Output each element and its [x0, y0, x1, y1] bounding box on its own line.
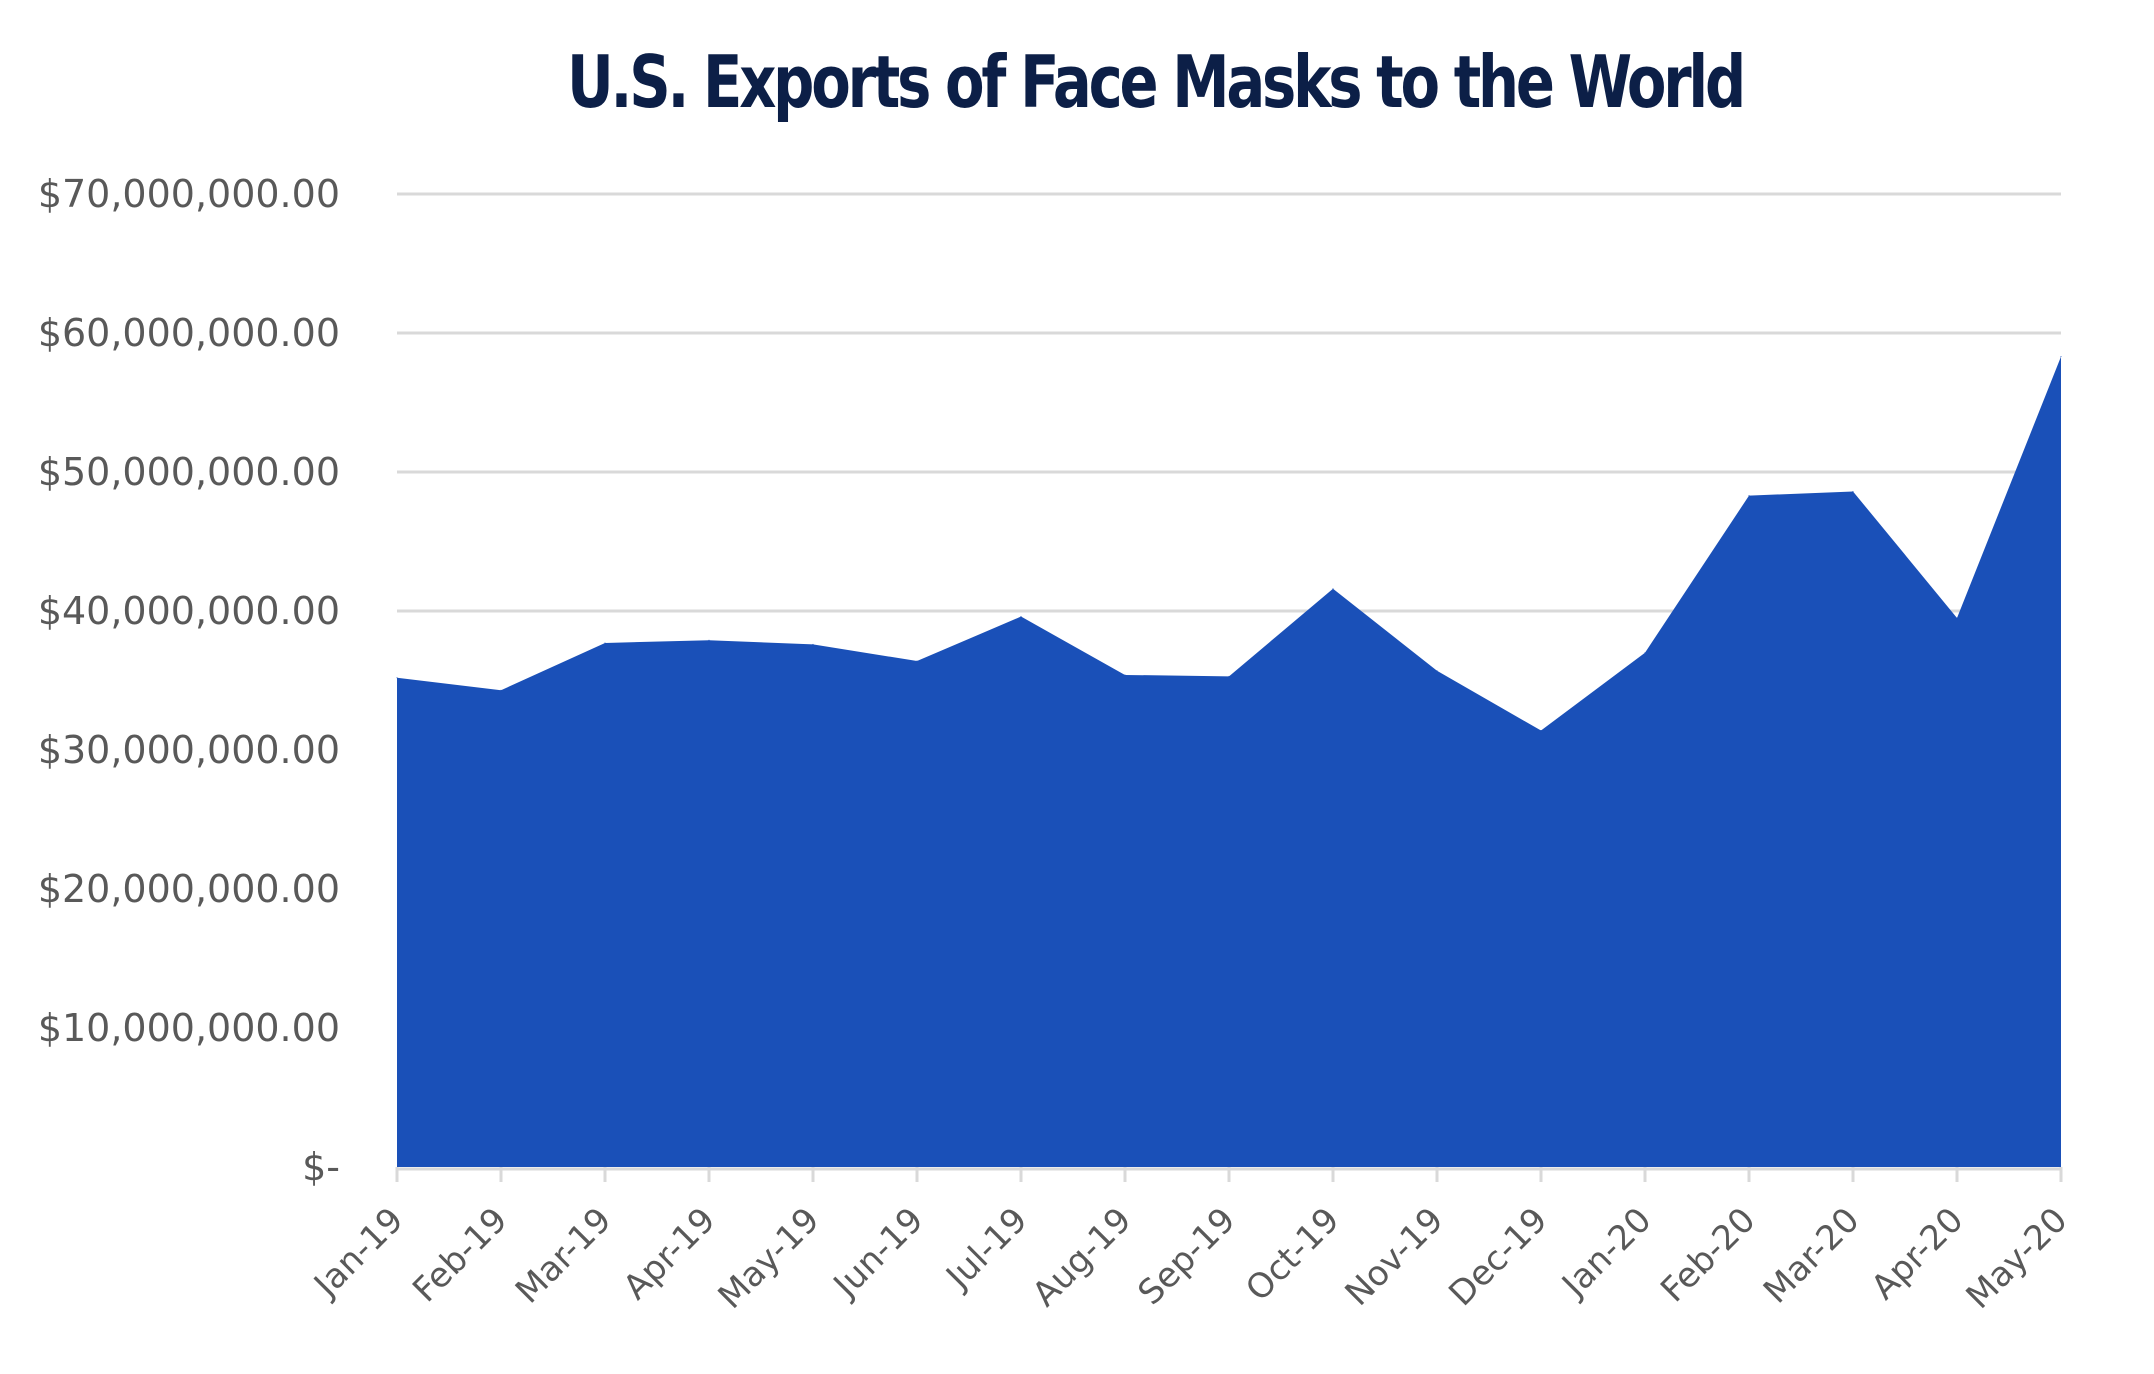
x-tick-label: Feb-19 — [405, 1200, 515, 1310]
y-tick-label: $20,000,000.00 — [38, 867, 340, 911]
y-tick-label: $10,000,000.00 — [38, 1006, 340, 1050]
data-point — [1644, 652, 1646, 654]
x-tick-label: Oct-19 — [1238, 1200, 1347, 1309]
x-tick-label: Feb-20 — [1653, 1200, 1763, 1310]
y-tick-label: $50,000,000.00 — [38, 450, 340, 494]
data-point — [1852, 490, 1854, 492]
y-tick-label: $60,000,000.00 — [38, 311, 340, 355]
data-point — [1748, 495, 1750, 497]
data-point — [1436, 670, 1438, 672]
y-tick-label: $40,000,000.00 — [38, 589, 340, 633]
x-tick-label: Apr-20 — [1864, 1200, 1972, 1308]
data-point — [1124, 674, 1126, 676]
data-point — [916, 660, 918, 662]
area-series — [397, 356, 2061, 1167]
y-tick-label: $70,000,000.00 — [38, 172, 340, 216]
x-tick-label: Aug-19 — [1025, 1200, 1139, 1314]
x-tick-label: Jun-19 — [825, 1200, 932, 1307]
data-point — [1020, 616, 1022, 618]
x-tick-label: Dec-19 — [1441, 1200, 1555, 1314]
data-point — [396, 677, 398, 679]
data-point — [1228, 675, 1230, 677]
x-tick-label: Jan-20 — [1553, 1200, 1659, 1306]
data-point — [708, 639, 710, 641]
x-tick-label: Sep-19 — [1130, 1200, 1243, 1313]
y-tick-label: $- — [302, 1145, 340, 1189]
x-tick-label: May-20 — [1959, 1200, 2076, 1317]
chart-title: U.S. Exports of Face Masks to the World — [566, 40, 1746, 124]
x-tick-label: Jul-19 — [937, 1200, 1035, 1298]
x-tick-label: May-19 — [711, 1200, 828, 1317]
data-point — [604, 642, 606, 644]
data-point — [2060, 356, 2062, 358]
data-point — [812, 643, 814, 645]
x-tick-label: Mar-20 — [1756, 1200, 1867, 1311]
y-tick-label: $30,000,000.00 — [38, 728, 340, 772]
data-point — [1956, 617, 1958, 619]
x-tick-label: Jan-19 — [305, 1200, 411, 1306]
data-point — [1332, 588, 1334, 590]
x-tick-label: Mar-19 — [508, 1200, 619, 1311]
x-tick-label: Apr-19 — [616, 1200, 724, 1308]
data-point — [1540, 730, 1542, 732]
x-tick-label: Nov-19 — [1338, 1200, 1452, 1314]
data-point — [500, 689, 502, 691]
